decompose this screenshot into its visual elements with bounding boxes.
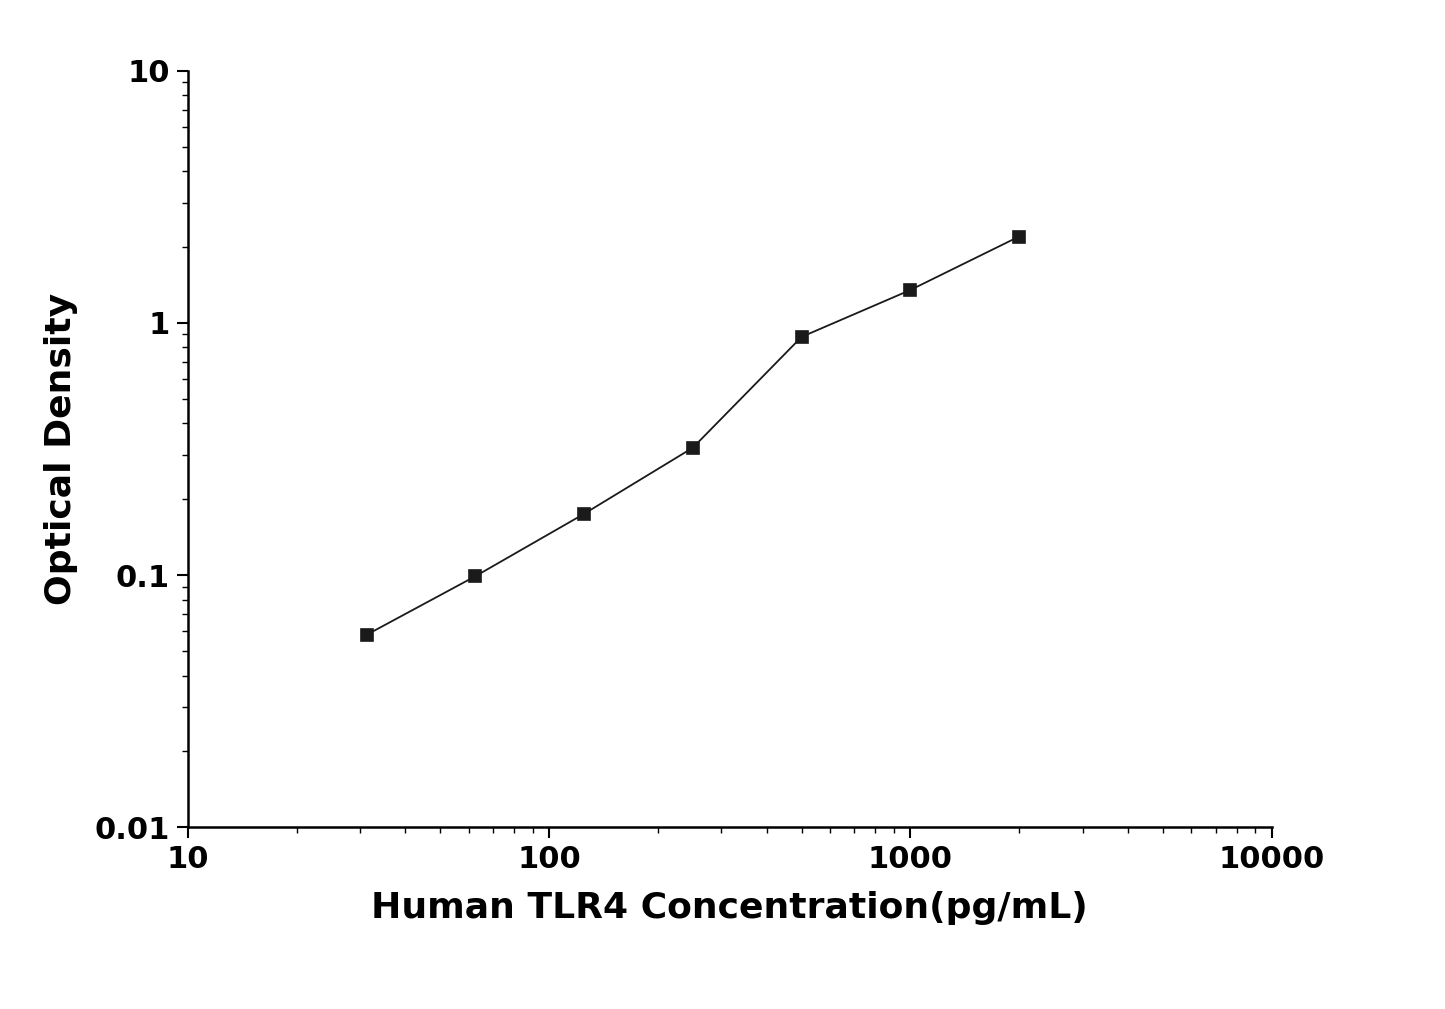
Y-axis label: Optical Density: Optical Density xyxy=(43,293,78,605)
X-axis label: Human TLR4 Concentration(pg/mL): Human TLR4 Concentration(pg/mL) xyxy=(371,891,1088,925)
